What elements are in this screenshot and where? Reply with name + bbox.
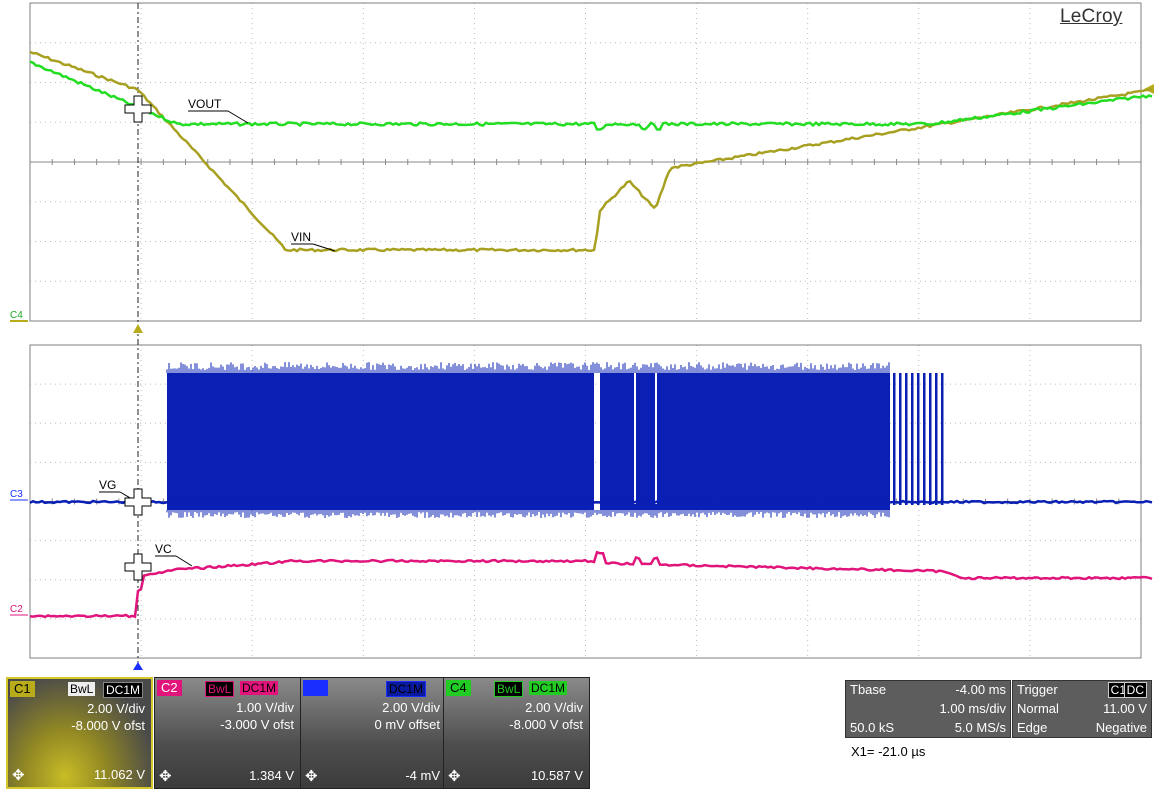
c4-volts-per-div: 2.00 V/div bbox=[525, 700, 583, 715]
c1-cursor-icon: ✥ bbox=[12, 767, 25, 784]
vin-label: VIN bbox=[291, 230, 336, 252]
c2-cursor-icon: ✥ bbox=[159, 768, 172, 785]
c3-offset: 0 mV offset bbox=[374, 717, 440, 732]
crosshair-icon bbox=[124, 95, 152, 123]
vc-label: VC bbox=[155, 542, 193, 567]
vc-trace bbox=[29, 550, 1153, 619]
vg-burst-block bbox=[600, 373, 890, 510]
oscilloscope-display: VOUT VIN VG VC C4 C3 C2 bbox=[10, 2, 1154, 670]
trigger-slope: Negative bbox=[1095, 720, 1147, 735]
vg-pulse bbox=[935, 373, 938, 505]
c2-bwl-badge: BwL bbox=[205, 681, 235, 697]
svg-text:VC: VC bbox=[155, 542, 172, 556]
vout-label: VOUT bbox=[188, 97, 249, 124]
c4-marker[interactable]: C4 bbox=[10, 310, 28, 322]
cursor-readout: X1= -21.0 µs bbox=[851, 744, 926, 759]
c4-cursor-icon: ✥ bbox=[448, 768, 461, 785]
svg-text:C3: C3 bbox=[10, 489, 23, 500]
c1-offset: -8.000 V ofst bbox=[71, 718, 145, 733]
c4-measurement: 10.587 V bbox=[530, 768, 583, 783]
channel-c2-panel[interactable]: C2 BwL DC1M 1.00 V/div -3.000 V ofst ✥ 1… bbox=[154, 677, 301, 789]
c2-offset: -3.000 V ofst bbox=[220, 717, 294, 732]
trigger-panel[interactable]: Trigger C1 DC Normal 11.00 V Edge Negati… bbox=[1012, 680, 1152, 738]
vg-gap bbox=[655, 373, 657, 504]
timebase-delay: -4.00 ms bbox=[955, 682, 1006, 697]
channel-c4-panel[interactable]: C4 BwL DC1M 2.00 V/div -8.000 V ofst ✥ 1… bbox=[443, 677, 590, 789]
cursor-crosshair-vg[interactable] bbox=[124, 488, 152, 516]
upper-grid bbox=[29, 3, 1141, 321]
trigger-type: Edge bbox=[1017, 720, 1048, 735]
c1-measurement: 11.062 V bbox=[93, 767, 145, 782]
vg-pulse bbox=[917, 373, 920, 505]
svg-text:VIN: VIN bbox=[291, 230, 311, 244]
channel-c2-tag: C2 bbox=[157, 680, 182, 696]
c4-coupling-badge: DC1M bbox=[529, 681, 568, 695]
vg-pulse bbox=[911, 373, 914, 505]
svg-text:C2: C2 bbox=[10, 604, 23, 615]
vg-switching-burst bbox=[166, 362, 944, 518]
c1-bwl-badge: BwL bbox=[68, 682, 96, 696]
c4-bwl-badge: BwL bbox=[494, 681, 524, 697]
c3-coupling-badge: DC1M bbox=[386, 681, 427, 697]
lecroy-logo: LeCroy bbox=[1060, 6, 1123, 27]
vg-pulse bbox=[941, 373, 944, 505]
trigger-label: Trigger bbox=[1017, 682, 1058, 697]
vg-gap bbox=[634, 373, 636, 504]
timebase-sample-rate: 5.0 MS/s bbox=[954, 720, 1006, 735]
trigger-level: 11.00 V bbox=[1103, 701, 1147, 716]
trigger-position-marker-top bbox=[133, 324, 143, 333]
vg-pulse bbox=[929, 373, 932, 505]
vg-burst-block bbox=[167, 373, 594, 510]
trigger-coupling-badge: DC bbox=[1123, 682, 1147, 698]
c3-cursor-icon: ✥ bbox=[305, 768, 318, 785]
timebase-per-div: 1.00 ms/div bbox=[939, 701, 1006, 716]
c2-marker[interactable]: C2 bbox=[10, 604, 28, 616]
vg-pulse bbox=[905, 373, 908, 505]
svg-text:VOUT: VOUT bbox=[188, 97, 222, 111]
vg-gap bbox=[596, 373, 598, 504]
c4-offset: -8.000 V ofst bbox=[509, 717, 583, 732]
trigger-mode: Normal bbox=[1017, 701, 1059, 716]
cursor-crosshair-vin[interactable] bbox=[124, 95, 152, 123]
vg-trace bbox=[29, 499, 1153, 505]
timebase-panel[interactable]: Tbase -4.00 ms 1.00 ms/div 50.0 kS 5.0 M… bbox=[845, 680, 1011, 738]
c2-volts-per-div: 1.00 V/div bbox=[236, 700, 294, 715]
channel-c4-tag: C4 bbox=[446, 680, 471, 696]
vout-trace bbox=[29, 60, 1153, 131]
crosshair-icon bbox=[124, 488, 152, 516]
timebase-label: Tbase bbox=[850, 682, 887, 697]
c3-volts-per-div: 2.00 V/div bbox=[382, 700, 440, 715]
c1-coupling-badge: DC1M bbox=[103, 682, 144, 698]
c3-measurement: -4 mV bbox=[405, 768, 440, 783]
c2-coupling-badge: DC1M bbox=[240, 681, 279, 695]
channel-c1-panel[interactable]: C1 BwL DC1M 2.00 V/div -8.000 V ofst ✥ 1… bbox=[6, 677, 153, 789]
upper-graticule-frame bbox=[29, 2, 1142, 322]
c1-volts-per-div: 2.00 V/div bbox=[87, 701, 145, 716]
timebase-samples: 50.0 kS bbox=[850, 720, 895, 735]
trigger-position-marker-bottom bbox=[133, 662, 143, 670]
c2-measurement: 1.384 V bbox=[249, 768, 294, 783]
vg-pulse bbox=[923, 373, 926, 505]
vin-trace bbox=[29, 50, 1153, 253]
c3-marker[interactable]: C3 bbox=[10, 489, 28, 501]
svg-text:C4: C4 bbox=[10, 310, 23, 321]
vg-pulse bbox=[899, 373, 902, 505]
channel-c3-panel[interactable]: C3 DC1M 2.00 V/div 0 mV offset ✥ -4 mV bbox=[300, 677, 447, 789]
svg-text:VG: VG bbox=[99, 478, 116, 492]
crosshair-icon bbox=[124, 553, 152, 581]
vg-pulse bbox=[893, 373, 896, 505]
channel-c3-tag: C3 bbox=[303, 680, 328, 696]
channel-c1-tag: C1 bbox=[10, 681, 35, 697]
cursor-crosshair-vc[interactable] bbox=[124, 553, 152, 581]
